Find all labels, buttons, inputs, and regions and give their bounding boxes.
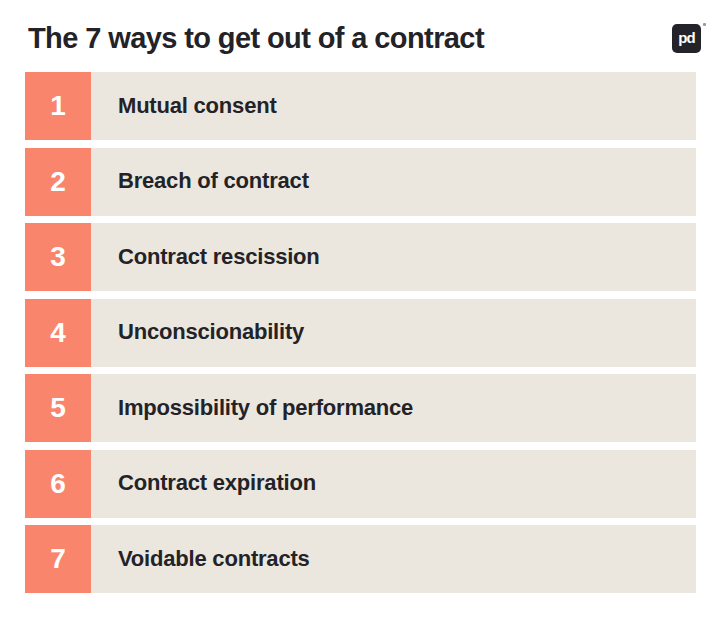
- item-number-badge: 5: [25, 374, 91, 442]
- item-label: Breach of contract: [118, 169, 309, 193]
- item-label: Voidable contracts: [118, 547, 310, 571]
- list-item: 2 Breach of contract: [25, 148, 696, 216]
- infographic-page: The 7 ways to get out of a contract pd 1…: [0, 0, 720, 617]
- item-number-badge: 3: [25, 223, 91, 291]
- item-label: Impossibility of performance: [118, 396, 413, 420]
- page-title: The 7 ways to get out of a contract: [28, 22, 484, 55]
- list-item: 1 Mutual consent: [25, 72, 696, 140]
- item-body: Impossibility of performance: [91, 374, 696, 442]
- item-number-badge: 7: [25, 525, 91, 593]
- item-number-badge: 1: [25, 72, 91, 140]
- item-label: Unconscionability: [118, 320, 304, 344]
- item-body: Voidable contracts: [91, 525, 696, 593]
- contract-ways-list: 1 Mutual consent 2 Breach of contract 3 …: [25, 72, 696, 593]
- item-number-badge: 6: [25, 450, 91, 518]
- trademark-dot-icon: [703, 23, 706, 26]
- pandadoc-logo: pd: [672, 24, 701, 53]
- list-item: 4 Unconscionability: [25, 299, 696, 367]
- list-item: 6 Contract expiration: [25, 450, 696, 518]
- item-body: Breach of contract: [91, 148, 696, 216]
- item-number-badge: 2: [25, 148, 91, 216]
- list-item: 3 Contract rescission: [25, 223, 696, 291]
- item-body: Contract rescission: [91, 223, 696, 291]
- item-body: Unconscionability: [91, 299, 696, 367]
- item-label: Contract rescission: [118, 245, 320, 269]
- item-body: Mutual consent: [91, 72, 696, 140]
- item-label: Mutual consent: [118, 94, 277, 118]
- item-body: Contract expiration: [91, 450, 696, 518]
- pandadoc-logo-icon: pd: [678, 30, 694, 45]
- item-label: Contract expiration: [118, 471, 316, 495]
- item-number-badge: 4: [25, 299, 91, 367]
- list-item: 5 Impossibility of performance: [25, 374, 696, 442]
- list-item: 7 Voidable contracts: [25, 525, 696, 593]
